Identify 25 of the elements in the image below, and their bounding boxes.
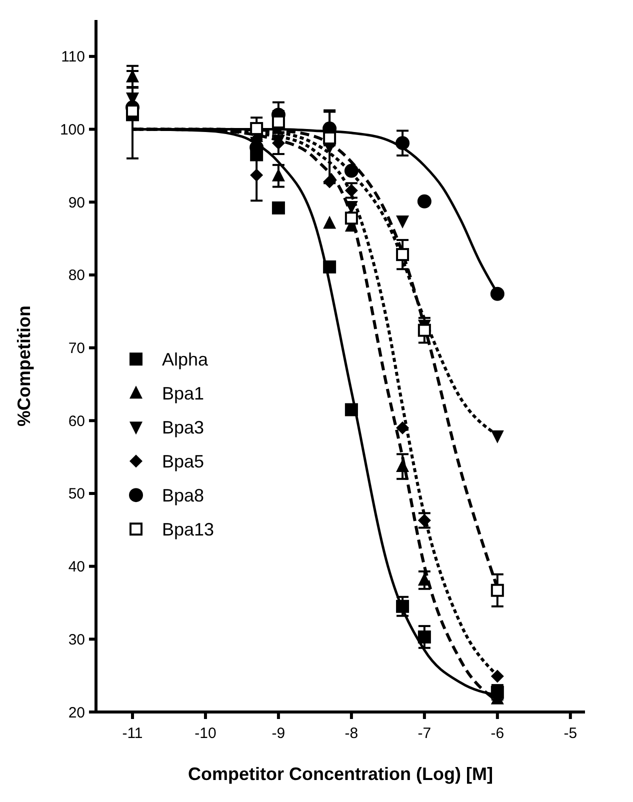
y-tick-label: 70: [68, 340, 85, 358]
legend-label: Bpa5: [162, 451, 204, 472]
x-tick-label: -8: [344, 725, 358, 742]
y-tick-label: 110: [61, 48, 85, 66]
y-tick-label: 90: [68, 194, 85, 212]
legend-label: Bpa3: [162, 417, 204, 438]
x-tick-label: -9: [272, 725, 286, 742]
y-tick-label: 50: [68, 486, 85, 503]
y-tick-label: 20: [68, 704, 85, 722]
legend-label: Bpa13: [162, 519, 214, 540]
x-tick-label: -10: [194, 725, 216, 742]
x-tick-label: -11: [122, 725, 143, 742]
y-tick-label: 30: [68, 631, 85, 648]
x-tick-label: -5: [564, 725, 578, 742]
x-tick-label: -6: [490, 725, 504, 742]
y-axis-title: %Competition: [14, 306, 34, 426]
legend-label: Bpa1: [162, 383, 204, 404]
y-tick-label: 100: [60, 122, 85, 139]
y-tick-label: 60: [68, 412, 85, 430]
x-tick-label: -7: [418, 725, 432, 742]
y-tick-label: 80: [68, 267, 85, 284]
legend-label: Bpa8: [162, 485, 204, 506]
legend-label: Alpha: [162, 349, 210, 370]
x-axis-title: Competitor Concentration (Log) [M]: [188, 764, 493, 784]
y-tick-label: 40: [68, 558, 85, 576]
